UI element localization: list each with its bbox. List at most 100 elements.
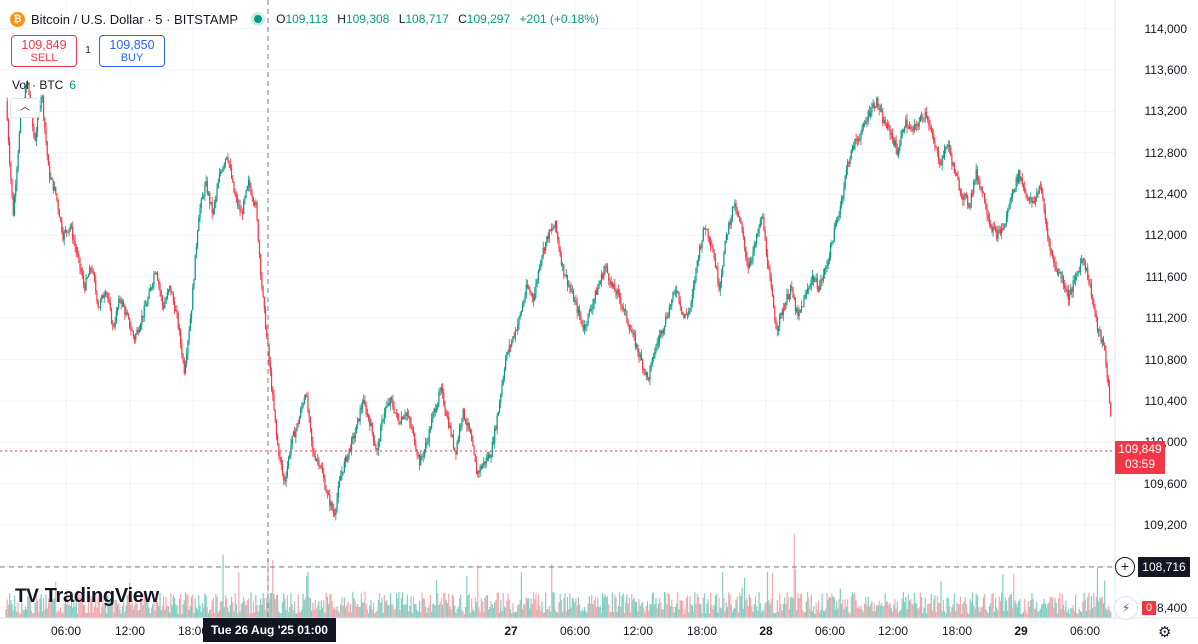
volume-legend[interactable]: Vol · BTC 6 (12, 78, 77, 92)
candle-body (457, 437, 459, 443)
volume-bar (166, 605, 168, 618)
candle-body (148, 291, 150, 299)
volume-bar (384, 601, 387, 618)
candle-body (959, 190, 961, 194)
volume-bar (437, 592, 439, 618)
candle-body (181, 343, 183, 355)
candle-body (833, 227, 835, 242)
volume-bar (52, 600, 54, 618)
volume-bar (548, 605, 550, 618)
candle-body (929, 125, 931, 128)
candle-body (885, 125, 888, 128)
candle-body (961, 193, 963, 196)
candle-body (541, 255, 543, 261)
symbol-title[interactable]: Bitcoin / U.S. Dollar · 5 · BITSTAMP (31, 11, 239, 27)
candle-body (760, 218, 763, 220)
volume-bar (408, 611, 410, 618)
volume-bar (161, 605, 164, 618)
candle-body (845, 169, 848, 177)
candle-body (956, 172, 958, 177)
candle-body (27, 82, 29, 84)
volume-bar (146, 600, 148, 618)
volume-bar (657, 603, 660, 618)
plus-icon[interactable]: + (1115, 557, 1135, 577)
volume-bar (1107, 606, 1109, 618)
buy-button[interactable]: 109,850 BUY (99, 35, 165, 67)
candle-body (69, 225, 71, 229)
volume-bar (876, 605, 878, 618)
volume-bar (346, 604, 348, 618)
volume-bar (486, 595, 489, 618)
candle-body (720, 274, 723, 283)
candle-body (729, 222, 731, 225)
candle-body (294, 431, 296, 438)
candle-body (976, 169, 978, 180)
volume-bar (410, 596, 412, 618)
candle-body (264, 308, 267, 330)
candle-body (639, 354, 641, 357)
candle-body (477, 471, 479, 475)
candle-body (232, 178, 234, 182)
price-chart[interactable] (0, 0, 1198, 620)
candle-body (435, 408, 438, 412)
volume-bar (566, 597, 569, 618)
volume-bar (1047, 603, 1049, 618)
candle-body (745, 246, 747, 257)
candle-body (1020, 177, 1022, 181)
volume-bar (415, 603, 417, 618)
symbol-legend[interactable]: ₿ Bitcoin / U.S. Dollar · 5 · BITSTAMP O… (10, 8, 599, 30)
sell-button[interactable]: 109,849 SELL (11, 35, 77, 67)
candle-body (723, 253, 725, 267)
volume-bar (354, 601, 356, 618)
candle-body (289, 454, 291, 458)
candle-body (135, 334, 137, 341)
volume-bar (35, 594, 37, 618)
volume-bar (918, 607, 920, 618)
candle-body (471, 433, 473, 441)
candle-body (303, 398, 305, 404)
volume-bar (206, 607, 208, 618)
volume-bar (999, 600, 1002, 618)
volume-bar (520, 572, 522, 618)
candle-body (170, 285, 172, 293)
lightning-icon[interactable]: ⚡ (1114, 596, 1138, 620)
candle-body (589, 310, 592, 311)
candle-body (143, 305, 145, 317)
volume-bar (344, 607, 347, 618)
candle-body (34, 137, 36, 141)
chevron-up-icon[interactable]: ︿ (10, 98, 40, 118)
volume-bar (23, 610, 25, 618)
candle-body (1031, 197, 1033, 203)
volume-bar (194, 598, 196, 618)
candle-body (546, 236, 548, 242)
candle-body (907, 127, 909, 129)
candle-body (691, 293, 693, 303)
volume-bar (854, 592, 856, 618)
volume-bar (11, 604, 13, 618)
volume-bar (361, 602, 364, 618)
volume-bar (371, 609, 373, 618)
candle-body (714, 257, 717, 268)
volume-bar (108, 600, 110, 618)
volume-bar (931, 610, 934, 618)
volume-bar (935, 611, 937, 618)
candle-body (962, 195, 964, 200)
volume-bar (619, 592, 621, 618)
tradingview-logo[interactable]: TV TradingView (15, 585, 159, 607)
price-axis[interactable]: 114,000 113,600 113,200 112,800 112,400 112,0… (1116, 0, 1198, 620)
gear-icon[interactable]: ⚙ (1158, 624, 1172, 641)
volume-bar (843, 608, 845, 618)
volume-bar (258, 604, 261, 618)
volume-bar (260, 598, 262, 618)
candle-body (557, 232, 559, 240)
volume-bar (524, 603, 526, 618)
candle-body (405, 413, 407, 415)
candle-body (614, 284, 616, 292)
volume-bar (101, 606, 103, 618)
volume-bar (1045, 608, 1048, 618)
volume-bar (855, 600, 857, 618)
volume-bar (515, 612, 518, 618)
volume-bar (443, 593, 445, 618)
candle-body (260, 254, 262, 275)
volume-bar (216, 596, 218, 618)
